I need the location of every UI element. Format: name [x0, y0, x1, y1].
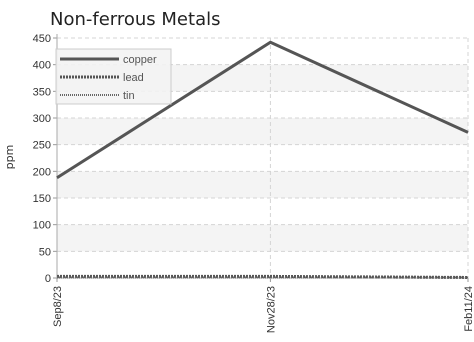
grid-band [57, 118, 468, 145]
chart-title: Non-ferrous Metals [50, 9, 220, 30]
y-axis-label: ppm [3, 145, 16, 170]
y-tick-label: 350 [33, 86, 51, 98]
legend: copper lead tin [55, 48, 172, 105]
legend-label-tin: tin [123, 90, 135, 102]
x-tick-label: Sep8/23 [52, 286, 64, 327]
y-tick-labels: 0 50 100 150 200 250 300 350 400 450 [33, 33, 51, 285]
x-tick-label: Nov28/23 [265, 286, 277, 333]
x-tick-labels: Sep8/23 Nov28/23 Feb11/24 [52, 286, 474, 333]
y-tick-label: 150 [33, 193, 51, 205]
grid-band [57, 224, 468, 252]
y-tick-label: 400 [33, 60, 51, 72]
x-tick-label: Feb11/24 [463, 286, 474, 332]
y-tick-label: 250 [33, 140, 51, 152]
legend-label-copper: copper [123, 54, 157, 66]
legend-label-lead: lead [123, 72, 144, 84]
series-lines [56, 40, 469, 279]
y-tick-label: 50 [39, 246, 51, 258]
y-tick-label: 200 [33, 166, 51, 178]
series-line-lead [57, 274, 469, 279]
y-tick-label: 0 [45, 273, 51, 285]
y-tick-label: 450 [33, 33, 51, 45]
y-tick-label: 300 [33, 113, 51, 125]
grid-band [57, 171, 468, 198]
series-line-copper [56, 40, 469, 179]
y-tick-label: 100 [33, 220, 51, 232]
